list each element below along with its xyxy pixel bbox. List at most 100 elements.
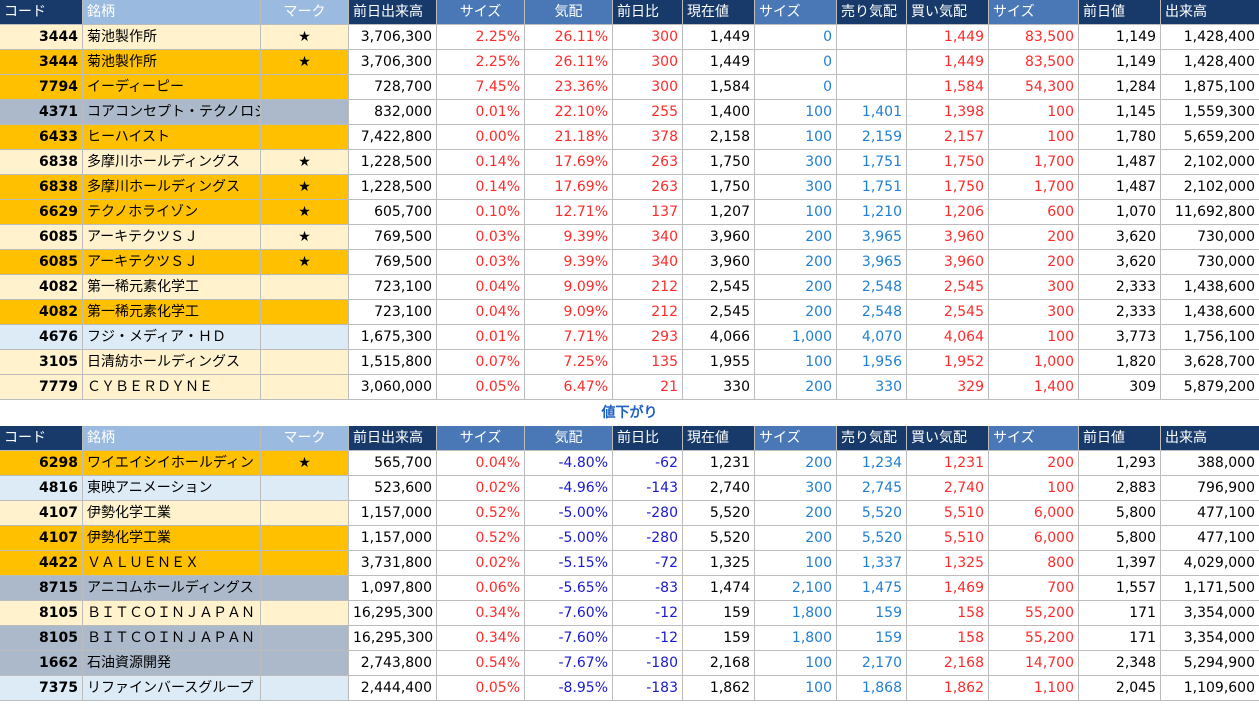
cell-size3: 1,000 [989,350,1079,375]
cell-code: 6838 [0,175,83,200]
cell-quote: 7.25% [525,350,613,375]
cell-quote: -4.96% [525,476,613,501]
table-row[interactable]: 3444 菊池製作所 ★ 3,706,300 2.25% 26.11% 300 1,449 0 1… [0,50,1259,75]
section-label: 値下がり [601,405,658,421]
cell-size1: 0.14% [437,150,525,175]
cell-price: 1,750 [683,150,755,175]
cell-bid: 1,449 [907,25,989,50]
cell-name: コアコンセプト・テクノロジー [83,100,261,125]
table-row[interactable]: 4107 伊勢化学工業 1,157,000 0.52% -5.00% -280 5,520 2… [0,501,1259,526]
cell-ask: 159 [837,626,907,651]
cell-size1: 0.14% [437,175,525,200]
cell-ask: 1,956 [837,350,907,375]
cell-volume: 1,756,100 [1161,325,1259,350]
table-row[interactable]: 6838 多摩川ホールディングス ★ 1,228,500 0.14% 17.69% 263 1… [0,175,1259,200]
table-row[interactable]: 3444 菊池製作所 ★ 3,706,300 2.25% 26.11% 300 1,449 0 1… [0,25,1259,50]
cell-size1: 0.02% [437,476,525,501]
table-row[interactable]: 7375 リファインバースグループ 2,444,400 0.05% -8.95% -183… [0,676,1259,701]
table-row[interactable]: 4082 第一稀元素化学工 723,100 0.04% 9.09% 212 2,545 200… [0,275,1259,300]
header-cell: サイズ [437,0,525,25]
table-row[interactable]: 7779 ＣＹＢＥＲＤＹＮＥ 3,060,000 0.05% 6.47% 21 330 200… [0,375,1259,400]
cell-change: -280 [613,526,683,551]
cell-quote: -5.00% [525,501,613,526]
cell-prev-volume: 523,600 [349,476,437,501]
cell-quote: 22.10% [525,100,613,125]
cell-volume: 730,000 [1161,250,1259,275]
cell-price: 5,520 [683,501,755,526]
cell-volume: 1,438,600 [1161,275,1259,300]
cell-ask: 2,548 [837,300,907,325]
header-cell: 出来高 [1161,0,1259,25]
table-row[interactable]: 3105 日清紡ホールディングス 1,515,800 0.07% 7.25% 135 1,9… [0,350,1259,375]
cell-size3: 200 [989,250,1079,275]
cell-size3: 100 [989,125,1079,150]
header-cell: サイズ [755,426,837,451]
header-cell: 買い気配 [907,0,989,25]
cell-volume: 4,029,000 [1161,551,1259,576]
header-cell: 売り気配 [837,0,907,25]
lower-table-body: 6298 ワイエイシイホールディン ★ 565,700 0.04% -4.80% -62 1,… [0,451,1259,701]
cell-mark [261,601,349,626]
cell-size3: 100 [989,325,1079,350]
cell-change: 300 [613,50,683,75]
cell-change: 212 [613,275,683,300]
cell-change: -180 [613,651,683,676]
cell-prev-volume: 3,731,800 [349,551,437,576]
cell-size3: 300 [989,300,1079,325]
table-row[interactable]: 4676 フジ・メディア・ＨＤ 1,675,300 0.01% 7.71% 293 4,06… [0,325,1259,350]
cell-mark [261,626,349,651]
table-row[interactable]: 4107 伊勢化学工業 1,157,000 0.52% -5.00% -280 5,520 2… [0,526,1259,551]
table-row[interactable]: 6433 ヒーハイスト 7,422,800 0.00% 21.18% 378 2,158 10… [0,125,1259,150]
cell-size2: 100 [755,651,837,676]
table-row[interactable]: 1662 石油資源開発 2,743,800 0.54% -7.67% -180 2,168 1… [0,651,1259,676]
cell-price: 2,740 [683,476,755,501]
cell-change: -280 [613,501,683,526]
table-row[interactable]: 6838 多摩川ホールディングス ★ 1,228,500 0.14% 17.69% 263 1… [0,150,1259,175]
cell-prev-price: 1,487 [1079,150,1161,175]
cell-prev-volume: 3,706,300 [349,25,437,50]
cell-prev-price: 309 [1079,375,1161,400]
cell-volume: 3,354,000 [1161,601,1259,626]
cell-change: -183 [613,676,683,701]
cell-code: 6433 [0,125,83,150]
cell-size2: 200 [755,275,837,300]
header-cell: 前日値 [1079,0,1161,25]
cell-prev-price: 1,145 [1079,100,1161,125]
cell-name: 第一稀元素化学工 [83,300,261,325]
table-row[interactable]: 4082 第一稀元素化学工 723,100 0.04% 9.09% 212 2,545 200… [0,300,1259,325]
cell-size3: 1,100 [989,676,1079,701]
cell-bid: 5,510 [907,526,989,551]
cell-bid: 1,862 [907,676,989,701]
cell-ask: 3,965 [837,225,907,250]
cell-change: 340 [613,225,683,250]
cell-ask: 1,234 [837,451,907,476]
table-row[interactable]: 4422 ＶＡＬＵＥＮＥＸ 3,731,800 0.02% -5.15% -72 1,325… [0,551,1259,576]
header-cell: 売り気配 [837,426,907,451]
cell-change: -72 [613,551,683,576]
cell-quote: 12.71% [525,200,613,225]
cell-code: 4082 [0,300,83,325]
table-row[interactable]: 6629 テクノホライゾン ★ 605,700 0.10% 12.71% 137 1,207 1… [0,200,1259,225]
cell-price: 2,158 [683,125,755,150]
upper-table-body: 3444 菊池製作所 ★ 3,706,300 2.25% 26.11% 300 1,449 0 1… [0,25,1259,400]
table-row[interactable]: 7794 イーディーピー 728,700 7.45% 23.36% 300 1,584 0 1,… [0,75,1259,100]
cell-size3: 83,500 [989,50,1079,75]
cell-ask: 1,868 [837,676,907,701]
cell-name: 石油資源開発 [83,651,261,676]
table-row[interactable]: 6085 アーキテクツＳＪ ★ 769,500 0.03% 9.39% 340 3,960 20… [0,225,1259,250]
cell-bid: 1,469 [907,576,989,601]
table-row[interactable]: 8105 ＢＩＴＣＯＩＮＪＡＰＡＮ 16,295,300 0.34% -7.60% -12… [0,601,1259,626]
cell-size2: 300 [755,150,837,175]
cell-size1: 0.00% [437,125,525,150]
cell-prev-price: 171 [1079,626,1161,651]
cell-volume: 1,428,400 [1161,25,1259,50]
table-row[interactable]: 8105 ＢＩＴＣＯＩＮＪＡＰＡＮ 16,295,300 0.34% -7.60% -12… [0,626,1259,651]
cell-volume: 1,109,600 [1161,676,1259,701]
header-cell: 気配 [525,426,613,451]
table-row[interactable]: 4816 東映アニメーション 523,600 0.02% -4.96% -143 2,740… [0,476,1259,501]
table-row[interactable]: 4371コアコンセプト・テクノロジー832,0000.01%22.10%2551… [0,100,1259,125]
table-row[interactable]: 6085 アーキテクツＳＪ ★ 769,500 0.03% 9.39% 340 3,960 20… [0,250,1259,275]
table-row[interactable]: 6298 ワイエイシイホールディン ★ 565,700 0.04% -4.80% -62 1,… [0,451,1259,476]
cell-name: 伊勢化学工業 [83,501,261,526]
table-row[interactable]: 8715 アニコムホールディングス 1,097,800 0.06% -5.65% -83 1… [0,576,1259,601]
